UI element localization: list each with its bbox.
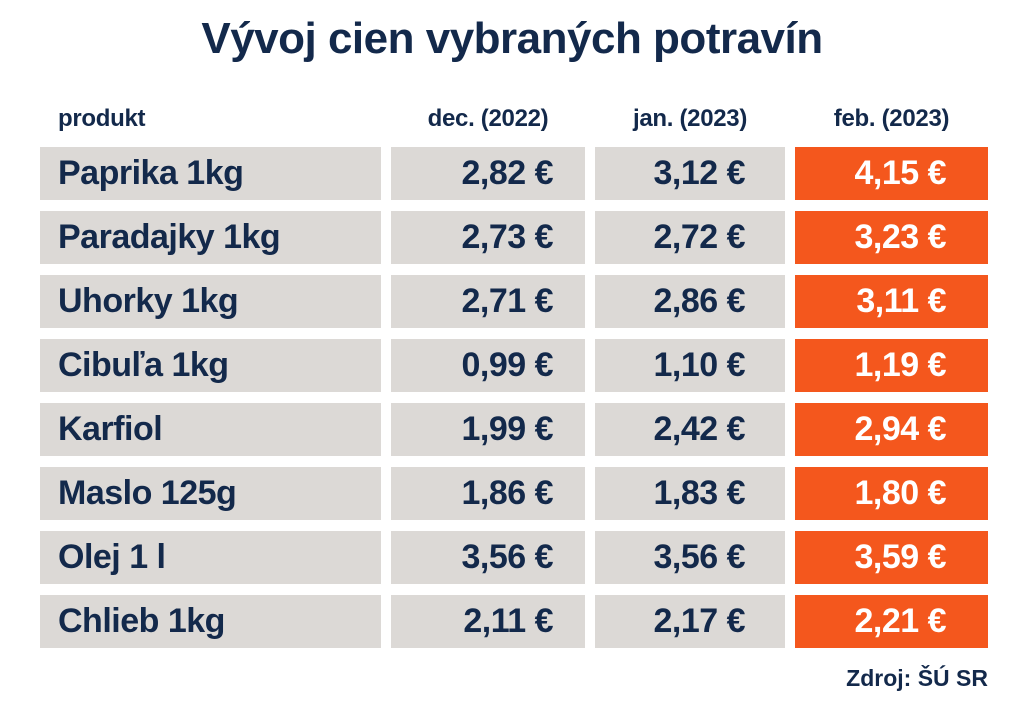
- product-name-cell: Paradajky 1kg: [40, 211, 381, 264]
- price-feb-2023-highlight-cell: 2,94 €: [795, 403, 988, 456]
- price-feb-2023-highlight-cell: 3,11 €: [795, 275, 988, 328]
- source-note: Zdroj: ŠÚ SR: [846, 665, 988, 691]
- table-row: Olej 1 l 3,56 €3,56 €3,59 €: [40, 531, 988, 584]
- price-dec-2022-cell: 1,99 €: [391, 403, 585, 456]
- price-dec-2022-cell: 2,82 €: [391, 147, 585, 200]
- table-row: Maslo 125g 1,86 €1,83 €1,80 €: [40, 467, 988, 520]
- price-jan-2023-cell: 2,86 €: [595, 275, 785, 328]
- price-feb-2023-highlight-cell: 1,19 €: [795, 339, 988, 392]
- price-dec-2022-cell: 3,56 €: [391, 531, 585, 584]
- price-dec-2022-cell: 2,73 €: [391, 211, 585, 264]
- price-feb-2023-highlight-cell: 2,21 €: [795, 595, 988, 648]
- price-jan-2023-cell: 1,83 €: [595, 467, 785, 520]
- price-dec-2022-cell: 1,86 €: [391, 467, 585, 520]
- page-title: Vývoj cien vybraných potravín: [201, 14, 823, 63]
- product-name-cell: Maslo 125g: [40, 467, 381, 520]
- price-jan-2023-cell: 2,42 €: [595, 403, 785, 456]
- product-name-cell: Cibuľa 1kg: [40, 339, 381, 392]
- price-feb-2023-highlight-cell: 3,59 €: [795, 531, 988, 584]
- header-cell-dec-2022: dec. (2022): [427, 105, 549, 132]
- price-jan-2023-cell: 2,72 €: [595, 211, 785, 264]
- table-header-row: produkt dec. (2022) jan. (2023) feb. (20…: [40, 104, 988, 134]
- price-dec-2022-cell: 0,99 €: [391, 339, 585, 392]
- table-row: Karfiol 1,99 €2,42 €2,94 €: [40, 403, 988, 456]
- price-dec-2022-cell: 2,11 €: [391, 595, 585, 648]
- product-name-cell: Karfiol: [40, 403, 381, 456]
- header-cell-feb-2023: feb. (2023): [833, 105, 950, 132]
- price-feb-2023-highlight-cell: 3,23 €: [795, 211, 988, 264]
- product-name-cell: Chlieb 1kg: [40, 595, 381, 648]
- table-row: Paprika 1kg 2,82 €3,12 €4,15 €: [40, 147, 988, 200]
- table-row: Cibuľa 1kg 0,99 €1,10 €1,19 €: [40, 339, 988, 392]
- table-row: Uhorky 1kg 2,71 €2,86 €3,11 €: [40, 275, 988, 328]
- product-name-cell: Olej 1 l: [40, 531, 381, 584]
- header-cell-jan-2023: jan. (2023): [632, 105, 748, 132]
- price-feb-2023-highlight-cell: 1,80 €: [795, 467, 988, 520]
- price-jan-2023-cell: 3,56 €: [595, 531, 785, 584]
- price-jan-2023-cell: 3,12 €: [595, 147, 785, 200]
- price-table: produkt dec. (2022) jan. (2023) feb. (20…: [40, 104, 988, 659]
- product-name-cell: Uhorky 1kg: [40, 275, 381, 328]
- price-dec-2022-cell: 2,71 €: [391, 275, 585, 328]
- product-name-cell: Paprika 1kg: [40, 147, 381, 200]
- price-jan-2023-cell: 2,17 €: [595, 595, 785, 648]
- price-feb-2023-highlight-cell: 4,15 €: [795, 147, 988, 200]
- table-row: Chlieb 1kg 2,11 €2,17 €2,21 €: [40, 595, 988, 648]
- price-jan-2023-cell: 1,10 €: [595, 339, 785, 392]
- header-cell-produkt: produkt: [58, 105, 146, 132]
- table-body: Paprika 1kg 2,82 €3,12 €4,15 € Paradajky 1…: [40, 147, 988, 648]
- table-row: Paradajky 1kg 2,73 €2,72 €3,23 €: [40, 211, 988, 264]
